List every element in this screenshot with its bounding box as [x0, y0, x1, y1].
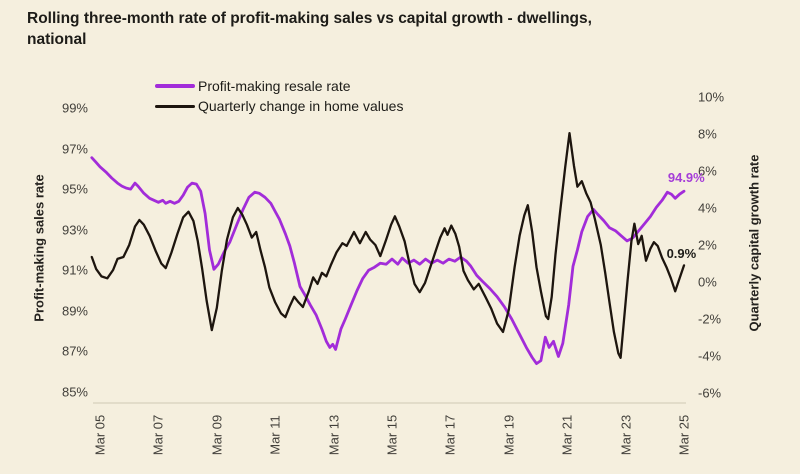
chart-title-line2: national — [27, 31, 87, 48]
last-value-annotation: 0.9% — [667, 246, 697, 261]
left-axis-tick-label: 99% — [61, 100, 88, 116]
right-axis-tick-label: 8% — [698, 126, 717, 142]
quarterly-change-home-values-line — [90, 131, 686, 359]
right-axis-tick-label: 0% — [698, 274, 717, 290]
left-axis-tick-label: 87% — [61, 343, 88, 359]
legend: Profit-making resale rate Quarterly chan… — [155, 76, 403, 116]
left-axis-tick-label: 97% — [61, 141, 88, 157]
legend-item-resale-rate: Profit-making resale rate — [155, 76, 403, 96]
right-axis-tick-label: 4% — [698, 200, 717, 216]
chart-title: Rolling three-month rate of profit-makin… — [27, 8, 787, 50]
left-axis-tick-label: 89% — [61, 303, 88, 319]
chart-title-line1: Rolling three-month rate of profit-makin… — [27, 10, 592, 27]
home-values-swatch — [155, 104, 195, 108]
right-axis-tick-label: 6% — [698, 163, 717, 179]
legend-label-home-values: Quarterly change in home values — [198, 98, 404, 114]
right-axis-tick-label: -2% — [698, 311, 722, 327]
right-axis-tick-label: 2% — [698, 237, 717, 253]
left-axis-tick-label: 93% — [61, 222, 88, 238]
last-value-annotation: 94.9% — [668, 170, 705, 185]
left-axis-tick-label: 95% — [61, 181, 88, 197]
legend-item-home-values: Quarterly change in home values — [155, 96, 403, 116]
right-axis-tick-label: -6% — [698, 385, 722, 401]
resale-rate-swatch — [155, 84, 195, 88]
right-axis-tick-label: 10% — [698, 89, 725, 105]
left-axis-tick-label: 91% — [61, 262, 88, 278]
right-axis-tick-label: -4% — [698, 348, 722, 364]
profit-making-resale-rate-line — [90, 156, 686, 366]
legend-label-resale-rate: Profit-making resale rate — [198, 78, 351, 94]
left-axis-tick-label: 85% — [61, 384, 88, 400]
